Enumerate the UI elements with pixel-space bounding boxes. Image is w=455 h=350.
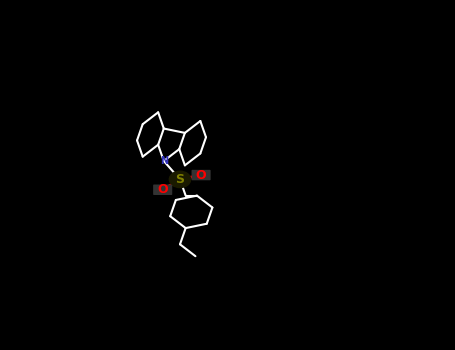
FancyBboxPatch shape [153,184,172,195]
Text: O: O [196,169,207,182]
FancyBboxPatch shape [192,170,211,180]
Text: N: N [160,156,168,166]
Text: O: O [157,183,168,196]
Text: S: S [176,173,184,186]
Circle shape [169,171,191,188]
